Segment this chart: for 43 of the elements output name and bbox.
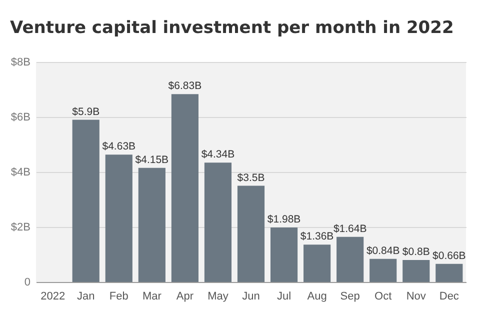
bar	[237, 186, 265, 282]
x-tick-label: Aug	[307, 290, 327, 302]
data-label: $6.83B	[168, 80, 202, 92]
data-label: $3.5B	[237, 172, 265, 184]
x-tick-label: Nov	[406, 290, 426, 302]
data-label: $1.36B	[300, 230, 334, 243]
data-label: $1.98B	[267, 214, 301, 226]
bar	[105, 154, 132, 282]
y-tick-label: $4B	[10, 166, 30, 178]
x-tick-label: May	[208, 290, 229, 302]
data-label: $0.66B	[432, 250, 466, 262]
x-tick-label: Jan	[76, 290, 95, 302]
y-tick-label: $8B	[10, 56, 30, 68]
chart-title: Venture capital investment per month in 2022	[10, 18, 455, 40]
data-label: $1.64B	[333, 222, 367, 235]
bar	[336, 236, 364, 282]
data-label: $5.9B	[72, 106, 100, 118]
x-tick-label: Dec	[439, 290, 460, 302]
bar	[138, 168, 166, 282]
bar	[370, 258, 397, 282]
data-label: $4.63B	[102, 140, 136, 153]
y-tick-label: $6B	[10, 112, 30, 124]
data-label: $4.34B	[201, 148, 235, 161]
x-tick-label: Mar	[142, 290, 162, 302]
bar	[304, 244, 331, 282]
x-tick-label: Jul	[276, 290, 292, 302]
x-tick-label: Feb	[109, 290, 128, 302]
bar	[204, 162, 232, 282]
bar	[402, 260, 430, 282]
y-tick-label: $2B	[10, 222, 30, 234]
x-tick-label: Jun	[242, 290, 260, 302]
data-label: $0.84B	[366, 244, 400, 257]
x-tick-label: 2022	[40, 290, 66, 302]
bar	[72, 120, 100, 282]
bar	[436, 264, 463, 282]
x-tick-label: Oct	[374, 290, 392, 302]
bar	[171, 94, 198, 282]
x-tick-label: Apr	[176, 290, 194, 302]
data-label: $0.8B	[402, 246, 430, 258]
x-tick-label: Sep	[340, 290, 360, 302]
bar	[270, 228, 298, 282]
y-tick-label: 0	[24, 276, 30, 288]
data-label: $4.15B	[135, 154, 169, 166]
